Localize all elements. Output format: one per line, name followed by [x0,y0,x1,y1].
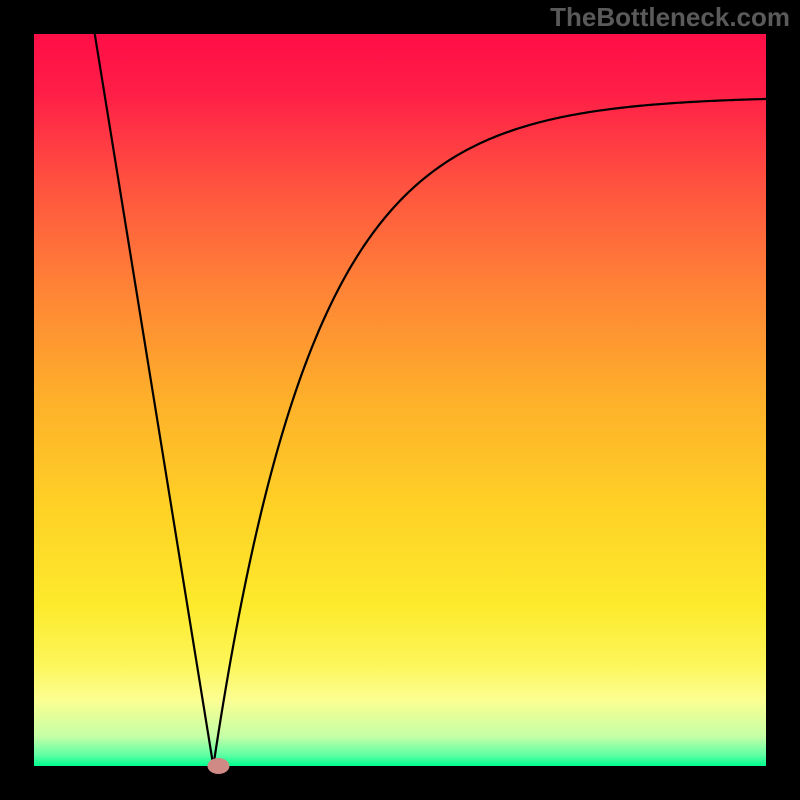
plot-area [34,34,766,766]
chart-svg [0,0,800,800]
chart-frame: TheBottleneck.com [0,0,800,800]
minimum-marker [207,758,229,774]
